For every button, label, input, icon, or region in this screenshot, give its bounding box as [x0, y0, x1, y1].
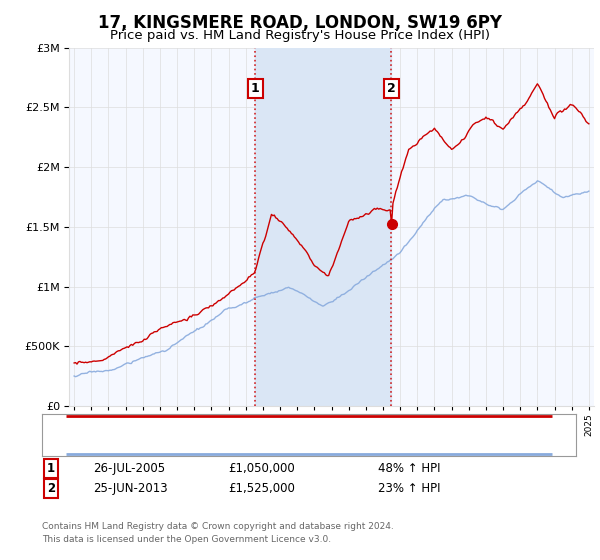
Bar — [255, 48, 391, 406]
Text: 1: 1 — [47, 462, 55, 475]
Text: 2: 2 — [47, 482, 55, 495]
Text: £1,525,000: £1,525,000 — [228, 482, 295, 495]
Text: 23% ↑ HPI: 23% ↑ HPI — [378, 482, 440, 495]
Text: This data is licensed under the Open Government Licence v3.0.: This data is licensed under the Open Gov… — [42, 535, 331, 544]
Text: 26-JUL-2005: 26-JUL-2005 — [93, 462, 165, 475]
Text: Contains HM Land Registry data © Crown copyright and database right 2024.: Contains HM Land Registry data © Crown c… — [42, 522, 394, 531]
Text: 17, KINGSMERE ROAD, LONDON, SW19 6PY: 17, KINGSMERE ROAD, LONDON, SW19 6PY — [98, 14, 502, 32]
Text: Price paid vs. HM Land Registry's House Price Index (HPI): Price paid vs. HM Land Registry's House … — [110, 29, 490, 42]
Text: 1: 1 — [251, 82, 260, 95]
Text: £1,050,000: £1,050,000 — [228, 462, 295, 475]
Text: 25-JUN-2013: 25-JUN-2013 — [93, 482, 167, 495]
Text: 48% ↑ HPI: 48% ↑ HPI — [378, 462, 440, 475]
Text: 2: 2 — [386, 82, 395, 95]
